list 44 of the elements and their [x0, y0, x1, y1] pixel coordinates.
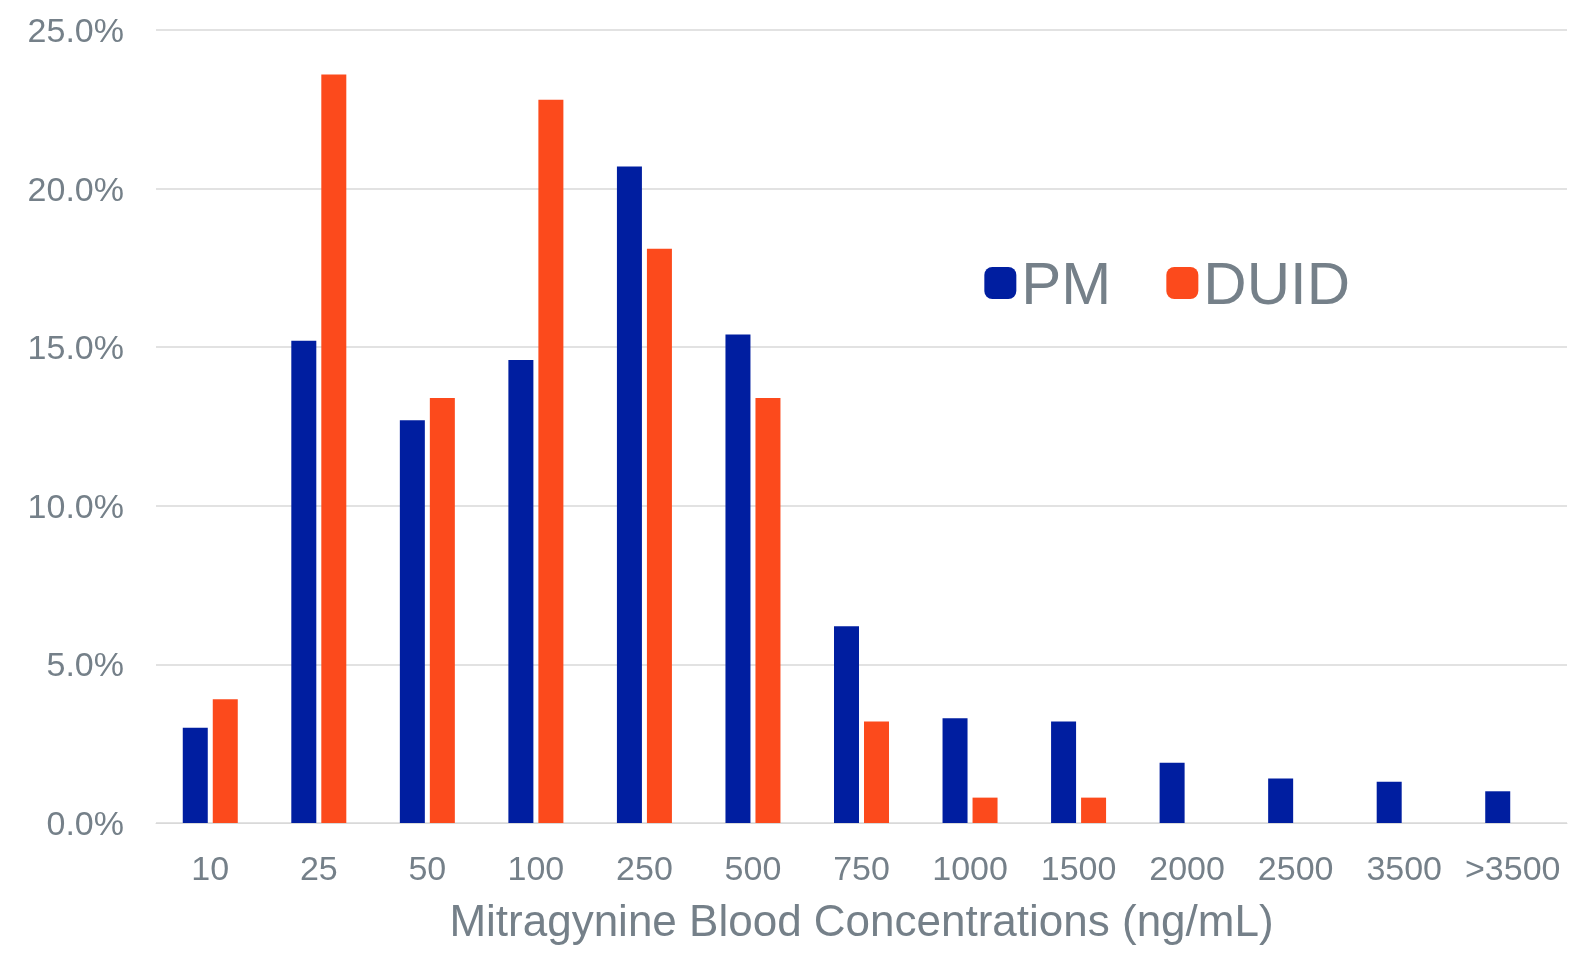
- x-tick-label: >3500: [1464, 849, 1561, 887]
- bar: [429, 397, 455, 823]
- x-tick-label: 25: [299, 849, 338, 887]
- x-tick-label: 10: [191, 849, 230, 887]
- x-tick-label: 2500: [1257, 849, 1334, 887]
- bar: [755, 397, 781, 823]
- x-tick-label: 2000: [1149, 849, 1225, 887]
- bar: [1376, 781, 1402, 823]
- x-axis-title: Mitragynine Blood Concentrations (ng/mL): [449, 895, 1274, 945]
- bar: [1268, 778, 1294, 823]
- bar: [972, 797, 998, 823]
- legend-label: DUID: [1203, 249, 1351, 317]
- bar: [864, 721, 889, 823]
- x-tick-label: 750: [833, 849, 890, 887]
- bar: [1081, 797, 1107, 823]
- bar: [212, 699, 238, 823]
- bar: [1051, 721, 1077, 823]
- bar: [321, 74, 347, 823]
- x-tick-label: 250: [616, 849, 673, 887]
- bar: [646, 248, 672, 823]
- bar: [182, 727, 208, 823]
- x-tick-label: 100: [507, 849, 565, 887]
- x-tick-label: 500: [724, 849, 782, 887]
- x-tick-label: 50: [408, 849, 447, 887]
- y-tick-label: 15.0%: [27, 328, 124, 367]
- bar: [725, 334, 751, 823]
- y-tick-label: 25.0%: [27, 11, 124, 49]
- bar: [399, 420, 425, 823]
- bar: [291, 340, 317, 823]
- x-tick-label: 3500: [1366, 849, 1443, 887]
- bar: [1159, 762, 1185, 823]
- bar: [1485, 791, 1511, 823]
- bar: [508, 359, 534, 823]
- bar: [538, 99, 564, 823]
- y-tick-label: 5.0%: [46, 645, 124, 684]
- bar: [834, 626, 859, 823]
- bar: [942, 718, 968, 823]
- y-tick-label: 20.0%: [27, 169, 124, 208]
- bar: [616, 166, 642, 823]
- y-tick-label: 0.0%: [46, 804, 124, 842]
- y-tick-label: 10.0%: [27, 486, 124, 525]
- x-tick-label: 1500: [1040, 849, 1117, 887]
- x-tick-label: 1000: [932, 849, 1008, 887]
- legend-label: PM: [1021, 249, 1112, 317]
